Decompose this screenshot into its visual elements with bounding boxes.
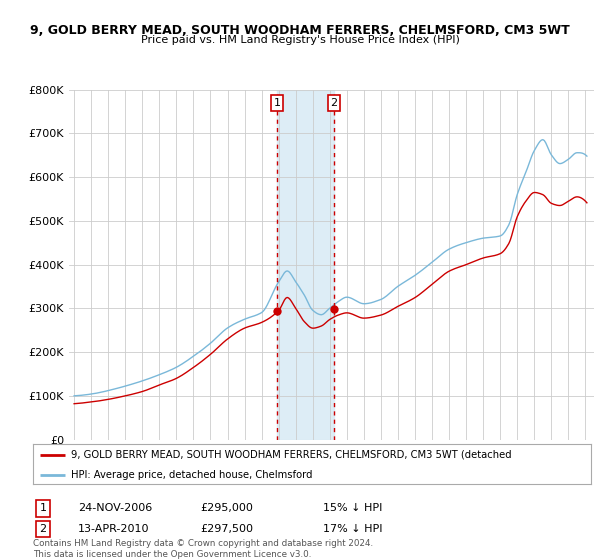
Text: 1: 1 [40,503,47,514]
Text: 17% ↓ HPI: 17% ↓ HPI [323,524,383,534]
Text: Contains HM Land Registry data © Crown copyright and database right 2024.
This d: Contains HM Land Registry data © Crown c… [33,539,373,559]
Text: 9, GOLD BERRY MEAD, SOUTH WOODHAM FERRERS, CHELMSFORD, CM3 5WT: 9, GOLD BERRY MEAD, SOUTH WOODHAM FERRER… [30,24,570,36]
Text: 24-NOV-2006: 24-NOV-2006 [77,503,152,514]
Text: £297,500: £297,500 [200,524,253,534]
Text: 2: 2 [40,524,47,534]
Text: 2: 2 [331,98,338,108]
Bar [277,90,334,440]
Text: 1: 1 [274,98,280,108]
Text: 13-APR-2010: 13-APR-2010 [77,524,149,534]
Text: Price paid vs. HM Land Registry's House Price Index (HPI): Price paid vs. HM Land Registry's House … [140,35,460,45]
Text: 15% ↓ HPI: 15% ↓ HPI [323,503,383,514]
Text: HPI: Average price, detached house, Chelmsford: HPI: Average price, detached house, Chel… [71,470,313,480]
Text: £295,000: £295,000 [200,503,253,514]
Text: 9, GOLD BERRY MEAD, SOUTH WOODHAM FERRERS, CHELMSFORD, CM3 5WT (detached: 9, GOLD BERRY MEAD, SOUTH WOODHAM FERRER… [71,450,512,460]
